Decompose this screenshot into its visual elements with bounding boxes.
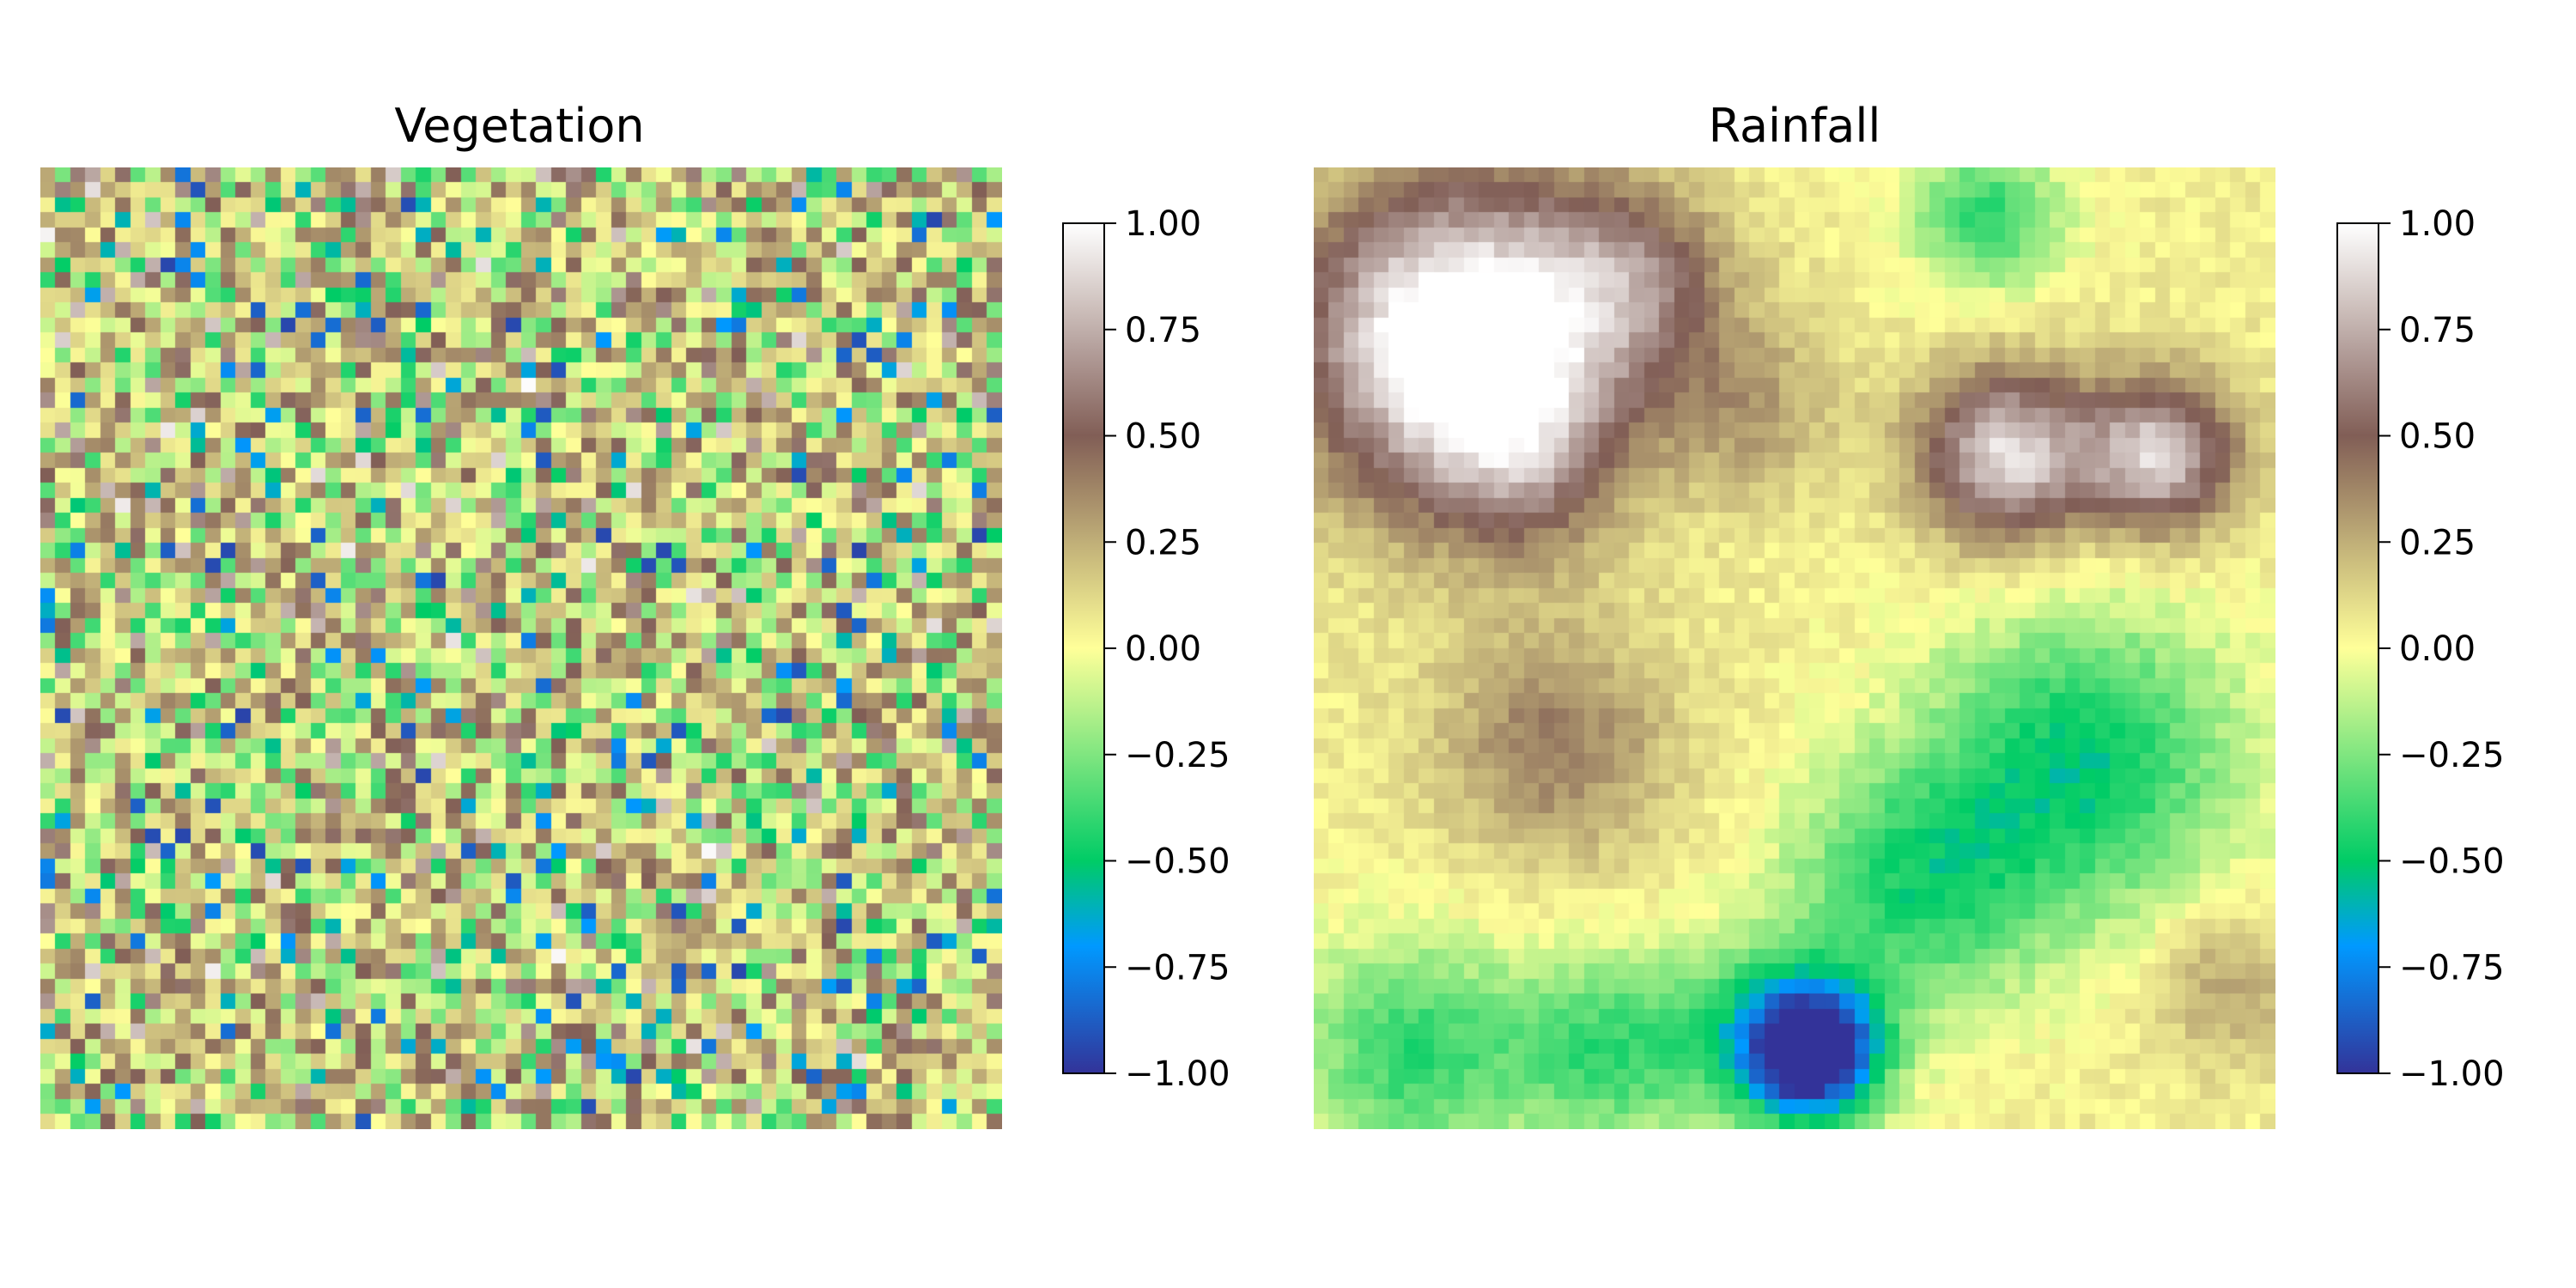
rainfall-heatmap xyxy=(1314,167,2275,1129)
rainfall-colorbar-tick-label: 0.50 xyxy=(2399,417,2476,457)
rainfall-title: Rainfall xyxy=(1708,99,1881,153)
rainfall-colorbar-tick-label: −0.75 xyxy=(2399,948,2505,987)
rainfall-colorbar-tick-label: 0.25 xyxy=(2399,523,2476,562)
rainfall-colorbar-gradient xyxy=(2336,222,2379,1074)
vegetation-colorbar-tick-label: 0.50 xyxy=(1125,417,1201,457)
rainfall-colorbar-tick-label: 0.00 xyxy=(2399,629,2476,669)
vegetation-colorbar-tick-label: 0.25 xyxy=(1125,523,1201,562)
rainfall-colorbar-tick-label: −0.25 xyxy=(2399,736,2505,775)
rainfall-colorbar-tick-label: 0.75 xyxy=(2399,311,2476,350)
vegetation-colorbar-tick-label: −1.00 xyxy=(1125,1054,1230,1094)
vegetation-colorbar-tick-label: −0.25 xyxy=(1125,736,1230,775)
vegetation-colorbar-tick-label: −0.50 xyxy=(1125,842,1230,882)
rainfall-colorbar-tick-label: −1.00 xyxy=(2399,1054,2505,1094)
vegetation-colorbar-tick-label: 0.75 xyxy=(1125,311,1201,350)
vegetation-colorbar-tick-label: 1.00 xyxy=(1125,204,1201,244)
vegetation-title: Vegetation xyxy=(394,99,645,153)
vegetation-colorbar-tick-label: −0.75 xyxy=(1125,948,1230,987)
vegetation-heatmap xyxy=(40,167,1002,1129)
vegetation-colorbar-tick-label: 0.00 xyxy=(1125,629,1201,669)
rainfall-colorbar-tick-label: −0.50 xyxy=(2399,842,2505,882)
vegetation-colorbar-gradient xyxy=(1062,222,1105,1074)
rainfall-colorbar-tick-label: 1.00 xyxy=(2399,204,2476,244)
vegetation-colorbar: 1.00 0.75 0.50 0.25 0.00 −0.25 −0.50 −0.75 −1.00 xyxy=(1062,204,1230,1094)
rainfall-colorbar: 1.00 0.75 0.50 0.25 0.00 −0.25 −0.50 −0.75 −1.00 xyxy=(2336,204,2505,1094)
